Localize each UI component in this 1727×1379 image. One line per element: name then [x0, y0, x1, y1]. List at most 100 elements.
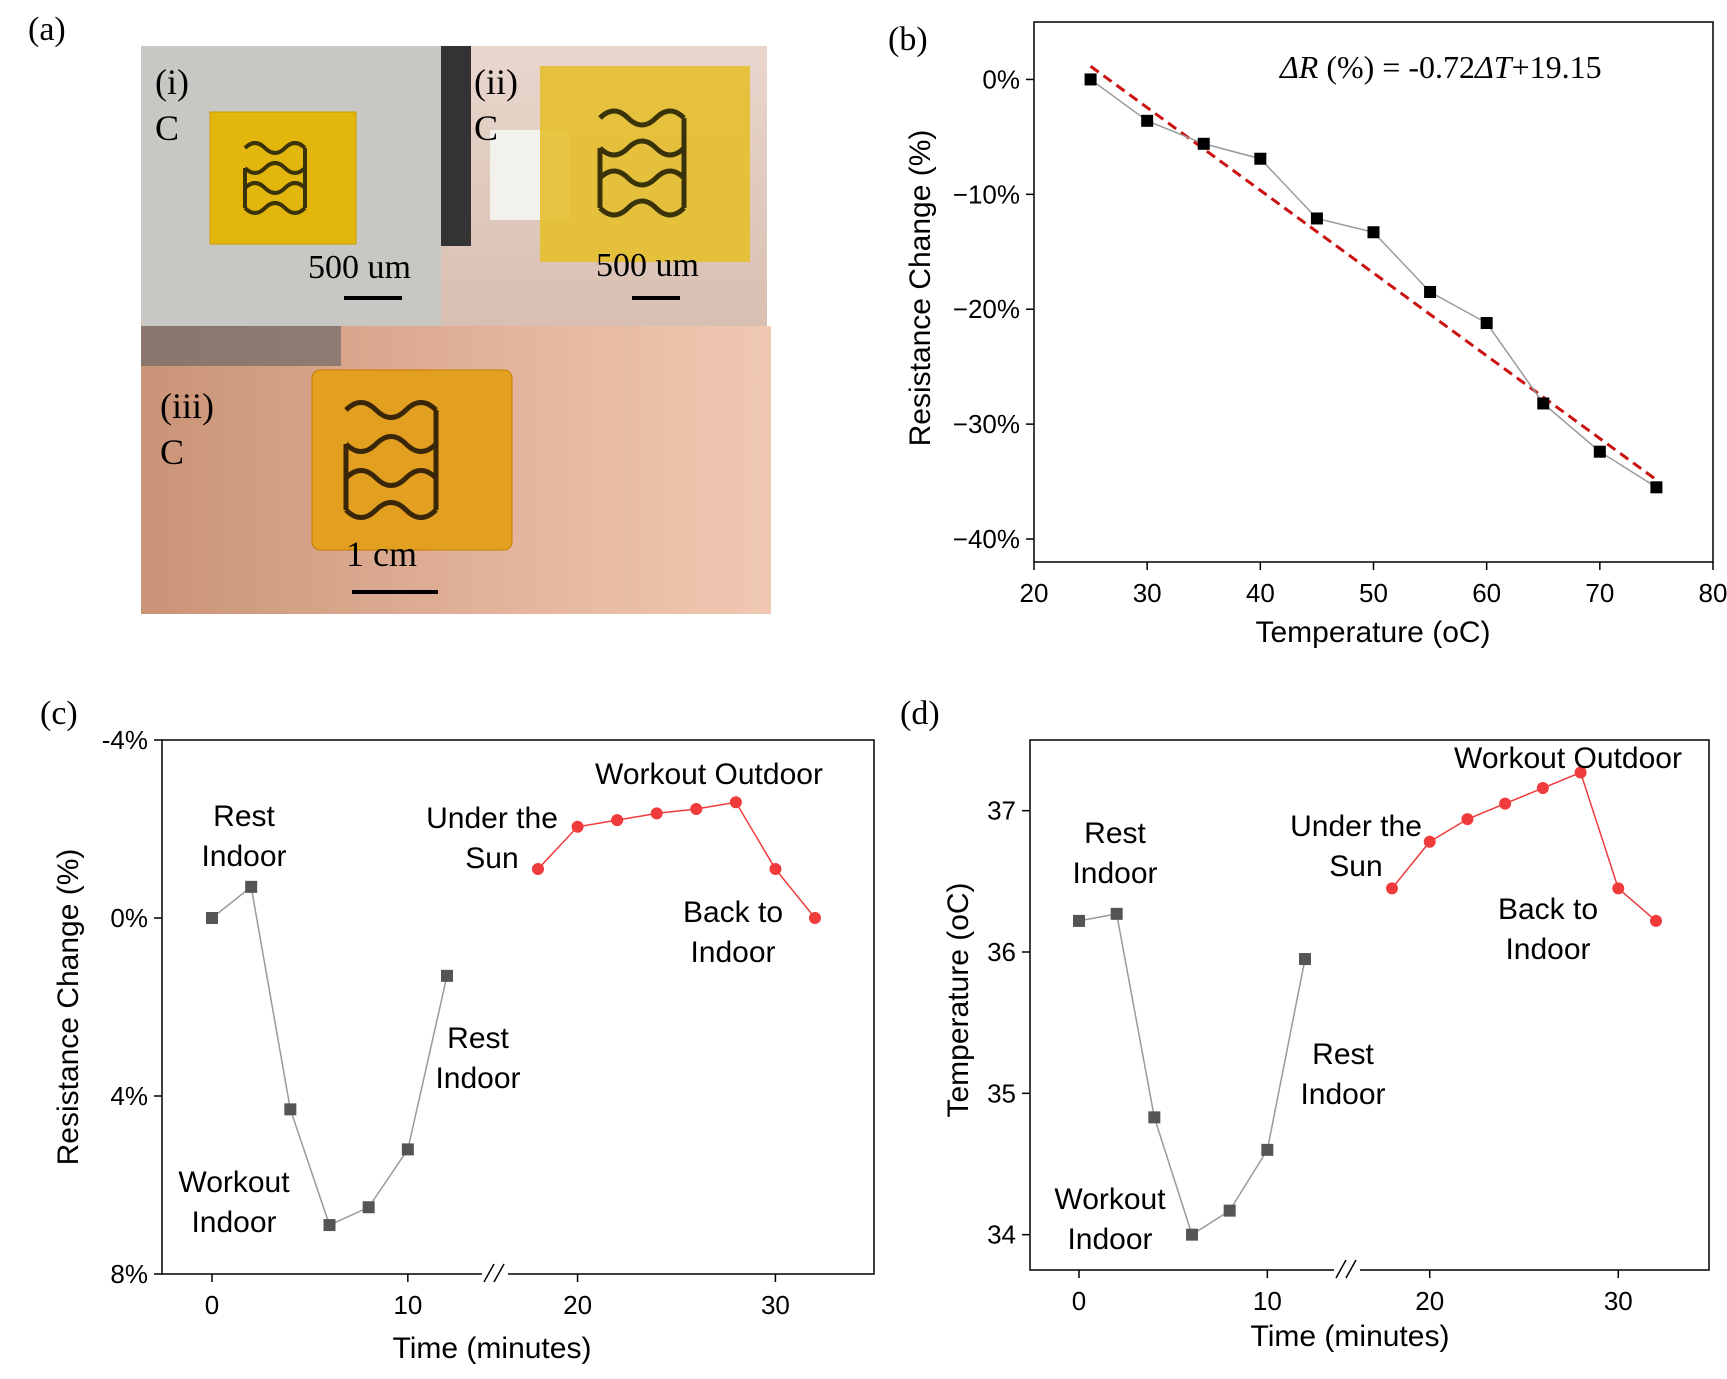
y-tick-label: −40% [953, 524, 1020, 554]
y-axis-ticks-b: 0% −10% −20% −30% −40% [953, 64, 1034, 554]
annotation-line: Sun [1329, 850, 1382, 883]
plot-frame-b [1033, 21, 1714, 563]
panel-c: (c) 0 10 20 30 -4% 0% 4% 8% Rest Indoor Workout I… [40, 695, 875, 1365]
data-point [1461, 813, 1474, 826]
x-axis-label-b: Temperature (oC) [1255, 616, 1490, 649]
data-point [1650, 914, 1662, 927]
photo-iii-dark-corner [141, 326, 341, 366]
photo-iii-serpentine [343, 400, 439, 520]
x-tick-label: 60 [1472, 578, 1501, 608]
data-point [206, 912, 218, 924]
equation-b-suffix: +19.15 [1512, 49, 1602, 85]
data-point [1254, 152, 1267, 165]
annotations-d: Rest Indoor Workout Indoor Rest Indoor Under t… [1054, 742, 1682, 1256]
annotation: Workout Outdoor [595, 758, 823, 791]
annotation-line: Indoor [1300, 1078, 1385, 1111]
data-point-layer-c [206, 796, 821, 1232]
data-point [571, 820, 584, 833]
series-line [1090, 78, 1657, 488]
x-tick-label: 40 [1246, 578, 1275, 608]
photo-ii-serpentine [597, 108, 687, 218]
photo-iii-scale-label: 1 cm [346, 534, 417, 574]
data-point [1223, 1204, 1236, 1217]
y-axis-ticks-c: -4% 0% 4% 8% [102, 725, 162, 1289]
data-point [1424, 286, 1437, 298]
data-point [362, 1201, 375, 1214]
equation-b: ΔR (%) = -0.72ΔT+19.15 [1278, 49, 1602, 85]
data-point [401, 1143, 414, 1156]
y-axis-label-c: Resistance Change (%) [52, 849, 85, 1166]
y-tick-label: 0% [982, 64, 1020, 94]
x-tick-label: 70 [1585, 578, 1614, 608]
x-tick-label: 30 [1133, 578, 1162, 608]
data-point [690, 802, 703, 815]
x-axis-label-d: Time (minutes) [1251, 1320, 1450, 1353]
data-point [650, 807, 663, 820]
annotation: Rest Indoor [435, 1022, 520, 1095]
annotation-line: Rest [1084, 817, 1146, 850]
fit-line [1089, 65, 1658, 482]
y-tick-label: 34 [987, 1220, 1016, 1250]
photo-i-serpentine [243, 141, 307, 215]
data-point [1310, 212, 1323, 225]
data-point [1110, 907, 1123, 920]
photo-i-sub: C [155, 108, 179, 148]
photo-ii: (ii) C 500 um [441, 46, 767, 326]
fit-line-layer-b [1089, 65, 1658, 482]
photo-iii: (iii) C 1 cm [141, 326, 771, 614]
annotation-line: Rest [447, 1022, 509, 1055]
data-point [1084, 73, 1097, 86]
x-tick-label: 0 [1072, 1286, 1086, 1316]
annotation-line: Back to [1498, 893, 1598, 926]
panel-label-d: (d) [900, 695, 940, 732]
data-point [1148, 1111, 1161, 1124]
annotation-line: Back to [683, 896, 783, 929]
data-point [1499, 797, 1512, 810]
photo-ii-scale-label: 500 um [596, 247, 699, 284]
panel-a: (a) (i) C 500 um (ii) C 500 um [28, 11, 771, 614]
y-tick-label: 36 [987, 937, 1016, 967]
y-tick-label: 8% [110, 1259, 148, 1289]
panel-label-c: (c) [40, 695, 78, 732]
y-tick-label: −20% [953, 294, 1020, 324]
data-point [1537, 397, 1550, 410]
x-tick-label: 20 [1415, 1286, 1444, 1316]
data-point [611, 814, 624, 827]
photo-iii-tape [311, 369, 513, 551]
annotation-line: Rest [1312, 1038, 1374, 1071]
annotation-line: Under the [426, 802, 558, 835]
y-tick-label: 0% [110, 903, 148, 933]
y-tick-label: -4% [102, 725, 148, 755]
data-point [245, 880, 258, 893]
x-tick-label: 50 [1359, 578, 1388, 608]
annotation-line: Workout Outdoor [595, 758, 823, 791]
x-tick-label: 0 [205, 1290, 219, 1320]
panel-label-a: (a) [28, 11, 66, 48]
data-point [1423, 835, 1436, 848]
equation-b-mid: (%) = -0.72 [1318, 49, 1475, 85]
annotation: Back to Indoor [683, 896, 783, 969]
y-axis-label-b: Resistance Change (%) [904, 130, 937, 447]
annotation-line: Rest [213, 800, 275, 833]
panel-d: (d) 0 10 20 30 34 35 36 37 Rest Indoor Workout In… [900, 695, 1710, 1353]
annotation: Back to Indoor [1498, 893, 1598, 966]
annotation-line: Indoor [435, 1062, 520, 1095]
x-tick-label: 20 [1020, 578, 1049, 608]
annotation-line: Indoor [201, 840, 286, 873]
data-point [1574, 766, 1587, 779]
series-line-layer-b [1090, 78, 1657, 488]
photo-ii-dark-edge [441, 46, 471, 246]
x-axis-ticks-b: 20 30 40 50 60 70 80 [1020, 562, 1727, 608]
annotation-line: Sun [465, 842, 518, 875]
annotation: Workout Indoor [178, 1166, 290, 1239]
y-tick-label: 35 [987, 1078, 1016, 1108]
annotation: Workout Indoor [1054, 1183, 1166, 1256]
panel-b: (b) ΔR (%) = -0.72ΔT+19.15 20 30 40 50 60 70 8… [888, 21, 1727, 649]
data-point [323, 1219, 336, 1232]
annotations-c: Rest Indoor Workout Indoor Rest Indoor Under t… [178, 758, 823, 1239]
y-tick-label: −30% [953, 409, 1020, 439]
data-point [769, 863, 782, 876]
annotation-line: Indoor [1072, 857, 1157, 890]
annotation-line: Under the [1290, 810, 1422, 843]
series-line [1391, 771, 1657, 922]
